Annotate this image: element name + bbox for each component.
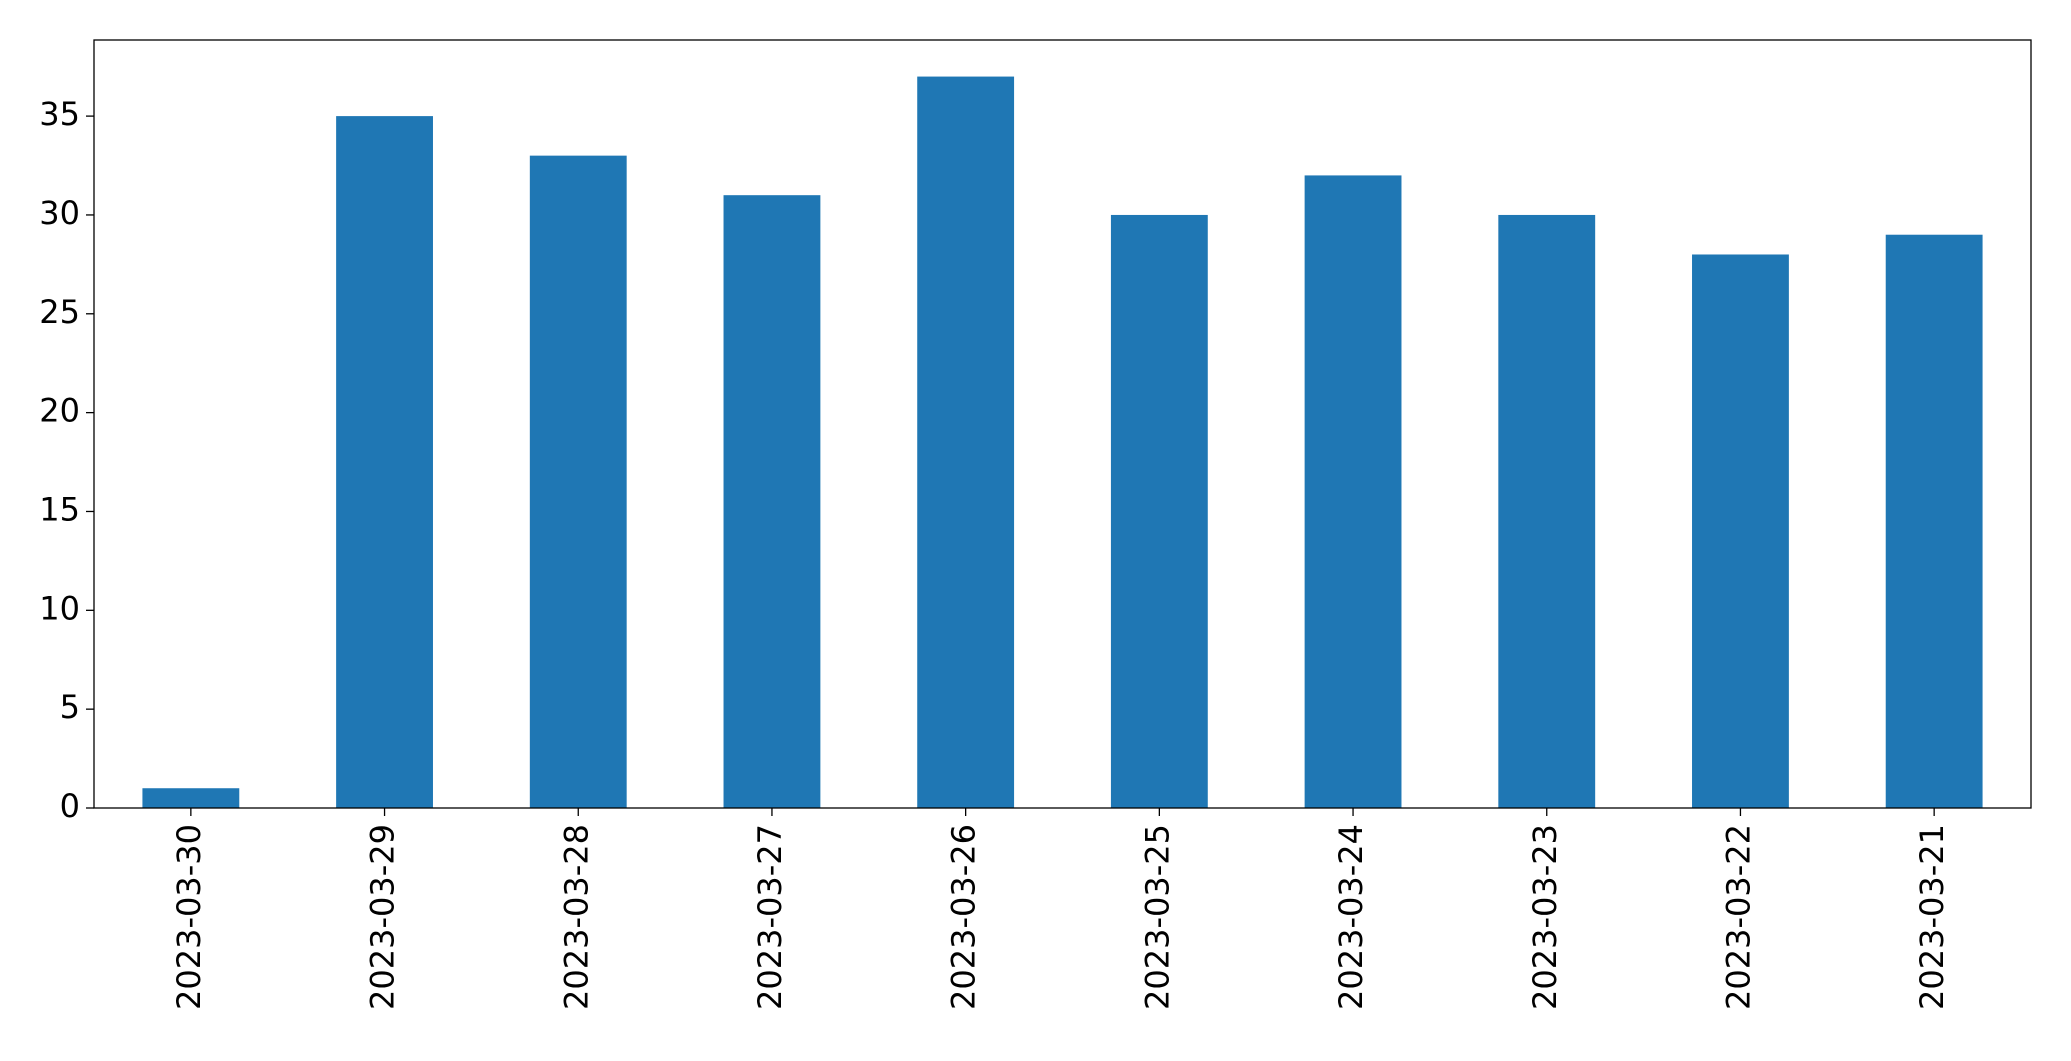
x-tick-label: 2023-03-22 <box>1719 824 1757 1010</box>
bar <box>917 76 1015 809</box>
bar <box>529 155 627 809</box>
bar <box>1110 214 1208 808</box>
bar <box>142 788 240 808</box>
bar <box>1498 214 1596 808</box>
y-tick-label: 0 <box>60 787 80 825</box>
bar <box>336 116 433 809</box>
y-tick-label: 25 <box>39 293 80 331</box>
y-tick-label: 30 <box>39 194 80 232</box>
y-tick-label: 35 <box>39 95 80 133</box>
y-tick-label: 10 <box>39 589 80 627</box>
x-tick-label: 2023-03-26 <box>945 824 983 1010</box>
x-tick-label: 2023-03-29 <box>364 824 402 1010</box>
x-tick-label: 2023-03-28 <box>557 824 595 1010</box>
x-tick-label: 2023-03-24 <box>1332 824 1370 1010</box>
bar <box>723 195 821 809</box>
y-tick-label: 15 <box>39 490 80 528</box>
x-tick-label: 2023-03-25 <box>1138 824 1176 1010</box>
bar <box>1692 254 1789 809</box>
bar <box>1885 234 1983 808</box>
y-tick-label: 20 <box>39 392 80 430</box>
x-tick-label: 2023-03-21 <box>1913 824 1951 1010</box>
bar <box>1304 175 1402 808</box>
x-tick-label: 2023-03-30 <box>170 824 208 1010</box>
y-tick-label: 5 <box>60 688 80 726</box>
x-tick-label: 2023-03-23 <box>1526 824 1564 1010</box>
axes-frame <box>93 39 2032 809</box>
x-tick-label: 2023-03-27 <box>751 824 789 1010</box>
